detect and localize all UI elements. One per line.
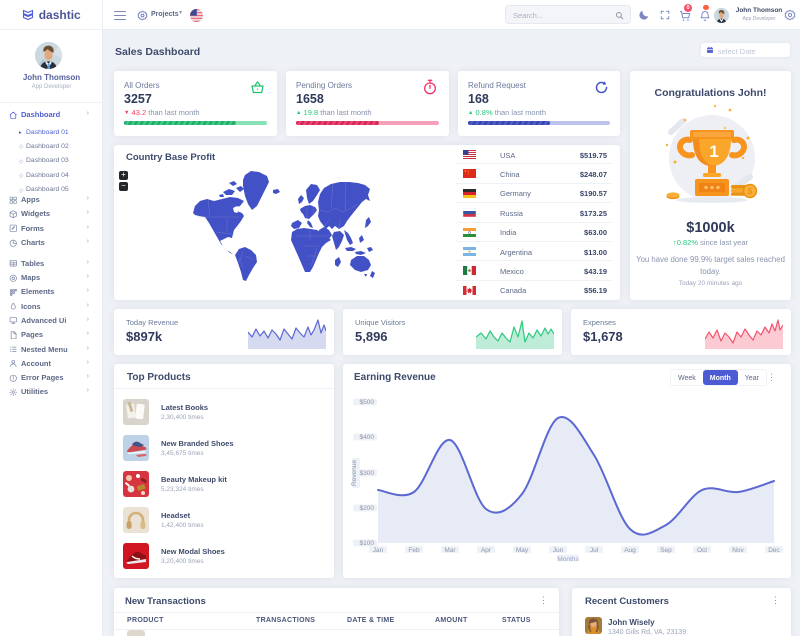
svg-text:Oct: Oct — [697, 547, 707, 554]
svg-text:Aug: Aug — [624, 547, 636, 554]
svg-text:Apr: Apr — [481, 547, 492, 554]
svg-text:1: 1 — [709, 142, 718, 161]
svg-text:$400: $400 — [360, 434, 375, 441]
svg-text:$200: $200 — [360, 505, 375, 512]
svg-text:May: May — [516, 547, 529, 554]
svg-text:$500: $500 — [360, 399, 375, 406]
svg-text:$300: $300 — [360, 470, 375, 477]
svg-text:Jul: Jul — [590, 547, 599, 554]
svg-text:Sep: Sep — [660, 547, 672, 554]
svg-text:Jun: Jun — [553, 547, 564, 554]
svg-text:Jan: Jan — [373, 547, 384, 554]
svg-text:Dec: Dec — [768, 547, 780, 554]
svg-text:Revenue: Revenue — [351, 460, 358, 486]
svg-text:Months: Months — [557, 556, 579, 563]
svg-text:Nov: Nov — [732, 547, 744, 554]
svg-text:Feb: Feb — [408, 547, 420, 554]
svg-text:$: $ — [748, 187, 753, 196]
svg-text:$100: $100 — [360, 540, 375, 547]
svg-text:Mar: Mar — [444, 547, 456, 554]
